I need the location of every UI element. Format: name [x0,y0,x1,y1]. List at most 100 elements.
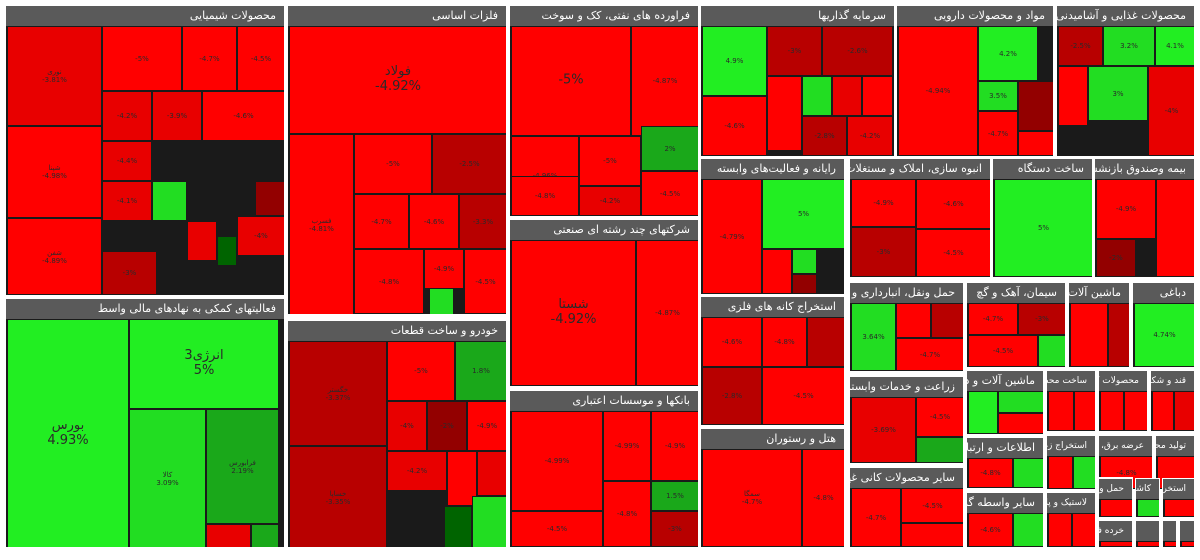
sector-14[interactable]: 5% ساخت دستگاه [992,158,1093,278]
stock-tile[interactable]: 5% [762,179,844,249]
stock-tile[interactable]: -4.5% [901,488,963,523]
stock-tile[interactable] [901,523,963,547]
stock-tile[interactable]: -4.6% [202,91,284,141]
stock-tile[interactable]: -4.99% [511,411,603,511]
stock-tile[interactable]: شستا -4.92% [511,240,636,386]
stock-tile[interactable]: -4.7% [978,111,1018,156]
stock-tile[interactable]: -4.5% [762,367,844,425]
sector-21[interactable]: -4.7% -4.5% سایر محصولات کانی غیرفلزی [849,467,964,548]
stock-tile[interactable]: -3% [851,227,916,277]
sector-28[interactable]: استخراج زغال سنگ [1046,435,1096,490]
stock-tile[interactable]: -3.69% [851,397,916,463]
stock-tile[interactable] [1152,391,1174,431]
stock-tile[interactable]: -3% [102,251,157,295]
sector-1[interactable]: بورس 4.93% انرژی3 5% کالا 3.09% فرابورس 2.19% فع… [5,298,285,548]
stock-tile[interactable] [968,391,998,434]
stock-tile[interactable] [1038,335,1065,367]
stock-tile[interactable]: -4.5% [464,249,506,314]
stock-tile[interactable] [1018,131,1053,156]
stock-tile[interactable]: 3.2% [1103,26,1155,66]
stock-tile[interactable]: 4.9% [702,26,767,96]
stock-tile[interactable]: -3.9% [152,91,202,141]
stock-tile[interactable]: 4.74% [1134,303,1194,367]
stock-tile[interactable]: -4.99% [603,411,651,481]
stock-tile[interactable] [832,76,862,116]
stock-tile[interactable]: -4.9% [851,179,916,227]
stock-tile[interactable]: -4.6% [409,194,459,249]
sector-24[interactable]: -4.6% سایر واسطه گری های مالی [966,492,1044,548]
stock-tile[interactable]: -4.7% [182,26,237,91]
stock-tile[interactable] [1058,66,1088,126]
stock-tile[interactable] [896,303,931,338]
sector-10[interactable]: سمگا -4.7% -4.8% هتل و رستوران [700,428,845,548]
stock-tile[interactable] [807,317,844,367]
stock-tile[interactable] [1100,499,1132,517]
sector-16[interactable]: 3.64% -4.7% حمل ونقل، انبارداری و ارتباطات [849,282,964,372]
stock-tile[interactable]: 3% [1088,66,1148,121]
stock-tile[interactable] [1137,499,1159,517]
stock-tile[interactable] [998,413,1043,434]
stock-tile[interactable]: -4.6% [702,317,762,367]
sector-26[interactable]: محصولات کاغذی [1098,370,1148,432]
stock-tile[interactable]: -4.8% [968,458,1013,488]
stock-tile[interactable] [1100,391,1124,431]
stock-tile[interactable] [1070,303,1108,367]
stock-tile[interactable] [444,506,472,547]
stock-tile[interactable]: -4.9% [1096,179,1156,239]
stock-tile[interactable]: 4.2% [978,26,1038,81]
stock-tile[interactable] [1074,391,1095,431]
sector-19[interactable]: 4.74% دباغی [1132,282,1195,368]
sector-22[interactable]: ماشین آلات و دستگاه‌های برقی [966,370,1044,435]
stock-tile[interactable]: -4.8% [802,449,844,547]
sector-34[interactable]: حمل و نقل آبی [1098,478,1133,518]
stock-tile[interactable]: -4.6% [702,96,767,156]
sector-11[interactable]: -4.94% 4.2% 3.5% -4.7% مواد و محصولات دارویی [896,5,1054,157]
stock-tile[interactable] [1137,541,1159,547]
stock-tile[interactable] [217,236,237,266]
stock-tile[interactable] [187,221,217,261]
stock-tile[interactable]: 1.8% [455,341,506,401]
stock-tile[interactable]: -2.5% [432,134,506,194]
stock-tile[interactable] [1181,541,1194,547]
stock-tile[interactable]: -4.2% [579,186,641,216]
stock-tile[interactable]: -4% [237,216,284,256]
sector-32[interactable]: لاستیک و پلاستیک [1046,492,1096,548]
stock-tile[interactable]: 5% [994,179,1092,277]
stock-tile[interactable]: -4.7% [851,488,901,547]
stock-tile[interactable]: -4.5% [968,335,1038,367]
stock-tile[interactable]: -4.7% [354,194,409,249]
sector-17[interactable]: -4.7% -3% -4.5% سیمان، آهک و گچ [966,282,1066,368]
stock-tile[interactable]: -4.6% [916,179,990,229]
stock-tile[interactable]: 4.1% [1155,26,1194,66]
stock-tile[interactable]: سمگا -4.7% [702,449,802,547]
stock-tile[interactable]: -4% [387,401,427,451]
stock-tile[interactable]: خساپا -3.35% [289,446,387,547]
stock-tile[interactable]: -2% [1096,239,1136,277]
stock-tile[interactable] [206,524,251,547]
stock-tile[interactable] [802,76,832,116]
sector-7[interactable]: 4.9% -3% -2.6% -4.6% -2.8% -4.2% سرمایه گذاریه… [700,5,895,157]
stock-tile[interactable]: -5% [387,341,455,401]
stock-tile[interactable]: -3% [1018,303,1065,335]
stock-tile[interactable]: -4.2% [847,116,893,156]
stock-tile[interactable] [1156,179,1194,277]
stock-tile[interactable]: فرابورس 2.19% [206,409,279,524]
stock-tile[interactable] [1164,499,1194,517]
sector-15[interactable]: -4.9% -2% بیمه وصندوق بازنشستگی [1094,158,1195,278]
stock-tile[interactable]: -5% [511,26,631,136]
stock-tile[interactable]: -3% [651,511,698,547]
stock-tile[interactable]: -4.5% [237,26,284,91]
stock-tile[interactable]: -4.1% [102,181,152,221]
stock-tile[interactable]: -4.8% [603,481,651,547]
stock-tile[interactable] [792,249,817,274]
sector-23[interactable]: -4.8% اطلاعات و ارتباطات [966,437,1044,489]
stock-tile[interactable] [1013,513,1043,547]
stock-tile[interactable] [1174,391,1194,431]
stock-tile[interactable] [792,274,817,294]
sector-18[interactable]: ماشین آلات [1068,282,1130,368]
stock-tile[interactable]: -4.9% [424,249,464,289]
stock-tile[interactable]: فولاد -4.92% [289,26,506,134]
stock-tile[interactable] [1073,456,1095,489]
sector-20[interactable]: -3.69% -4.5% زراعت و خدمات وابسته [849,376,964,464]
stock-tile[interactable]: -3% [767,26,822,76]
